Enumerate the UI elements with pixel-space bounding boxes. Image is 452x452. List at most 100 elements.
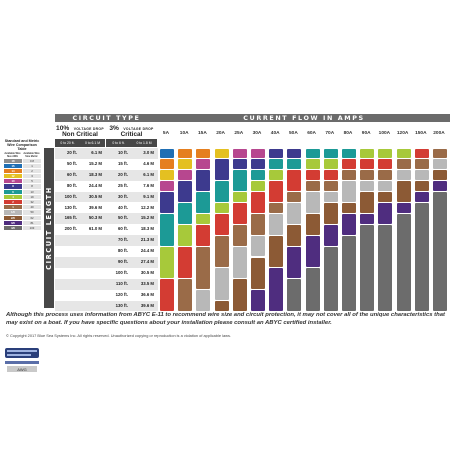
wire-size-bar: [360, 170, 375, 181]
wire-size-bar: [232, 170, 247, 192]
noncritical-percent: 10%: [56, 125, 70, 132]
amp-col-90a: 90A: [361, 131, 371, 136]
comparison-awg: 1/0: [4, 210, 22, 215]
length-row-bg: [55, 191, 158, 203]
comparison-metric: 0.8: [23, 158, 41, 163]
wire-size-bar: [232, 159, 247, 170]
wire-size-bar: [214, 268, 229, 301]
noncritical-label: Non Critical: [62, 131, 98, 138]
amp-col-40a: 40A: [270, 131, 280, 136]
wire-size-bar: [396, 181, 411, 202]
comparison-col-awg: Available Wire Size AWG: [4, 152, 21, 158]
comparison-row: 6 13: [3, 189, 41, 194]
circuit-type-header: CIRCUIT TYPE: [55, 114, 158, 122]
critical-length-ft: 25 ft.: [117, 182, 128, 188]
wire-size-bar: [360, 148, 375, 159]
amp-col-200a: 200A: [433, 131, 445, 136]
wire-comparison-table: Standard and Metric Wire Comparison Tabl…: [3, 139, 41, 231]
comparison-awg: 4: [4, 194, 22, 199]
comparison-row: 12 3: [3, 174, 41, 179]
critical-length-m: 9.1 M: [143, 193, 154, 199]
wire-size-bar: [323, 148, 338, 159]
wire-size-bar: [287, 192, 302, 202]
noncritical-length-m: 61.0 M: [88, 226, 102, 232]
wire-size-bar: [160, 181, 174, 192]
wire-size-bar: [305, 170, 320, 181]
critical-length-ft: 30 ft.: [117, 193, 128, 199]
wire-size-bar: [323, 159, 338, 170]
voltage-drop-critical: 3% VOLTAGE DROP Critical: [106, 123, 157, 138]
wire-size-bar: [378, 159, 393, 170]
length-row-bg: [55, 235, 158, 247]
comparison-row: 10 5: [3, 179, 41, 184]
noncritical-length-m: 24.4 M: [88, 182, 102, 188]
wire-size-bar: [414, 181, 429, 192]
wire-size-bar: [378, 203, 393, 224]
wire-size-bar: [396, 148, 411, 159]
wire-size-bar: [305, 235, 320, 268]
wire-size-bar: [269, 159, 284, 170]
wire-size-bar: [305, 159, 320, 170]
wire-size-bar: [214, 159, 229, 181]
comparison-awg: 14: [4, 168, 22, 174]
circuit-length-label: CIRCUIT LENGTH: [44, 148, 54, 308]
wire-size-bar: [323, 170, 338, 181]
comparison-awg: 3/0: [4, 220, 22, 225]
wire-size-bar: [305, 268, 320, 311]
wire-size-bar: [214, 181, 229, 202]
comparison-row: 18 0.8: [3, 158, 41, 163]
wire-size-bar: [178, 279, 193, 311]
current-flow-header: CURRENT FLOW IN AMPS: [158, 114, 450, 122]
wire-size-bar: [196, 213, 211, 224]
comparison-metric: 40: [23, 205, 41, 210]
noncritical-length-m: 39.6 M: [88, 204, 102, 210]
wire-size-bar: [342, 235, 356, 311]
comparison-awg: 10: [4, 179, 22, 184]
wire-size-bar: [269, 181, 284, 202]
comparison-awg: 6: [4, 189, 22, 194]
wire-size-bar: [414, 203, 429, 311]
wire-size-bar: [251, 213, 265, 235]
amp-col-50a: 50A: [288, 131, 298, 136]
critical-length-ft: 80 ft.: [117, 248, 128, 254]
wire-gauge-icon: AWG: [5, 348, 39, 372]
wire-size-bar: [214, 301, 229, 311]
critical-length-m: 18.3 M: [140, 226, 154, 232]
wire-size-bar: [178, 148, 193, 159]
comparison-awg: 2/0: [4, 215, 22, 220]
wire-size-bar: [287, 203, 302, 224]
critical-length-m: 24.4 M: [140, 248, 154, 254]
noncritical-length-ft: 60 ft.: [66, 171, 77, 177]
noncritical-length-m: 30.5 M: [88, 193, 102, 199]
noncritical-length-m: 15.2 M: [88, 160, 102, 166]
amp-col-80a: 80A: [343, 131, 353, 136]
wire-size-bar: [269, 170, 284, 181]
wire-size-bar: [160, 192, 174, 213]
amp-col-5a: 5A: [162, 131, 170, 136]
wire-size-bar: [232, 224, 247, 246]
wire-size-bar: [214, 235, 229, 268]
amp-col-120a: 120A: [396, 131, 409, 136]
comparison-metric: 103: [23, 225, 41, 231]
comparison-awg: 2: [4, 200, 22, 205]
critical-length-m: 3.0 M: [143, 150, 154, 155]
wire-size-bar: [342, 181, 356, 202]
comparison-title-1: Standard and Metric: [4, 139, 40, 143]
wire-size-bar: [433, 181, 447, 192]
comparison-metric: 50: [23, 210, 41, 215]
wire-size-bar: [214, 213, 229, 235]
wire-size-bar: [414, 159, 429, 170]
wire-size-bar: [305, 148, 320, 159]
wire-size-bar: [433, 148, 447, 159]
amp-header-row: 5A 10A 15A 20A 25A 30A 40A 50A 60A 70A 80A 90A 100A 1…: [158, 131, 450, 147]
wire-size-bar: [269, 148, 284, 159]
amp-col-10a: 10A: [179, 131, 189, 136]
comparison-row: 16 1: [3, 163, 41, 168]
critical-length-ft: 100 ft.: [115, 269, 128, 275]
wire-size-bar: [323, 224, 338, 246]
length-row-bg: [55, 224, 158, 236]
wire-size-bar: [360, 181, 375, 192]
wire-size-bar: [342, 203, 356, 213]
length-row-bg: [55, 202, 158, 214]
wire-size-bar: [305, 213, 320, 235]
